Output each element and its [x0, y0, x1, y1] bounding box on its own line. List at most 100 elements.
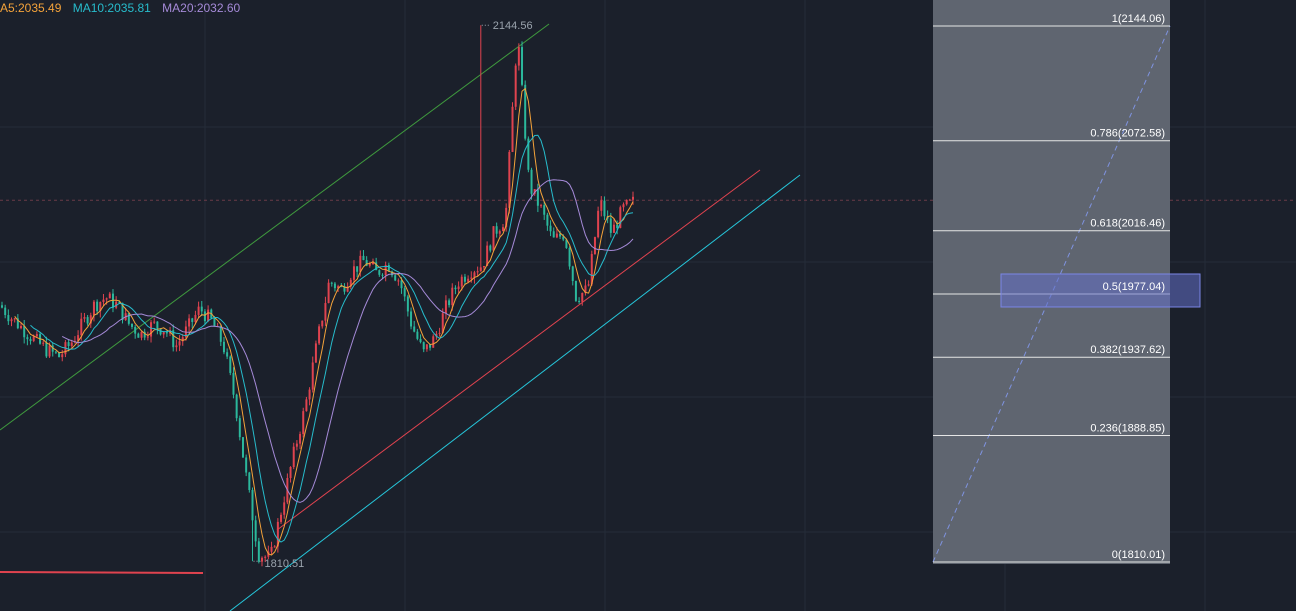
candle-body [600, 200, 603, 211]
candle-body [42, 342, 45, 344]
candle-body [378, 270, 381, 275]
candle-body [172, 330, 175, 348]
candle-body [368, 264, 371, 266]
candle-body [96, 301, 99, 312]
candle-body [238, 418, 241, 438]
candle-body [590, 254, 593, 285]
low-price-label: 1810.51 [264, 558, 304, 570]
candle-body [77, 335, 80, 341]
candle-body [150, 322, 153, 337]
high-price-label: 2144.56 [493, 20, 533, 32]
candle-body [178, 341, 181, 346]
candle-body [444, 300, 447, 314]
candle-body [165, 332, 168, 334]
candle-body [181, 337, 184, 342]
ma5-legend: A5:2035.49 [0, 1, 62, 15]
candle-body [134, 326, 137, 334]
fib-level-label-5: 0.236(1888.85) [1090, 422, 1165, 434]
candle-body [305, 399, 308, 412]
candle-body [80, 318, 83, 336]
candle-body [394, 275, 397, 281]
candle-body [235, 394, 238, 419]
candle-body [203, 311, 206, 322]
candle-body [476, 271, 479, 273]
candle-body [20, 326, 23, 329]
fib-level-label-6: 0(1810.01) [1112, 549, 1165, 561]
candle-body [292, 446, 295, 467]
candles [1, 25, 634, 567]
candle-body [213, 318, 216, 327]
candle-body [299, 434, 302, 444]
candle-body [514, 65, 517, 107]
candle-body [486, 245, 489, 267]
candle-body [318, 326, 321, 344]
candle-body [524, 84, 527, 139]
candle-body [559, 233, 562, 237]
candle-body [70, 342, 73, 347]
candle-body [143, 331, 146, 338]
candle-body [232, 372, 235, 395]
candle-body [321, 320, 324, 327]
candle-body [400, 280, 403, 289]
candle-body [115, 301, 118, 308]
candle-body [451, 287, 454, 306]
fib-level-label-2: 0.618(2016.46) [1090, 218, 1165, 230]
candle-body [403, 288, 406, 297]
candle-body [197, 306, 200, 315]
candle-body [616, 224, 619, 228]
candle-body [473, 272, 476, 278]
candle-body [511, 106, 514, 152]
candle-body [432, 336, 435, 348]
candle-body [54, 351, 57, 353]
candle-body [571, 266, 574, 282]
candle-body [581, 292, 584, 302]
candle-body [387, 264, 390, 272]
candle-body [612, 224, 615, 233]
candle-body [102, 299, 105, 302]
candle-body [261, 557, 264, 562]
ma10-line [30, 134, 634, 543]
candle-body [289, 466, 292, 478]
candle-body [365, 260, 368, 266]
candle-body [337, 286, 340, 289]
candle-body [131, 323, 134, 327]
candle-body [470, 277, 473, 279]
candle-body [35, 334, 38, 337]
candle-body [207, 309, 210, 322]
candle-body [479, 267, 482, 272]
ma20-line [61, 179, 634, 503]
candle-body [314, 343, 317, 363]
candle-body [146, 336, 149, 338]
candle-body [333, 283, 336, 289]
candle-body [308, 389, 311, 400]
candle-body [248, 472, 251, 490]
candle-body [121, 302, 124, 321]
candle-body [416, 331, 419, 339]
candle-body [4, 307, 7, 316]
candle-body [574, 281, 577, 301]
ma20-legend: MA20:2032.60 [162, 1, 241, 15]
moving-averages [14, 87, 634, 556]
trend-lines [0, 23, 801, 611]
candle-body [540, 205, 543, 207]
candle-body [356, 266, 359, 272]
candle-body [302, 411, 305, 435]
candle-body [283, 502, 286, 515]
fib-trend-line [932, 25, 1171, 563]
candle-body [391, 271, 394, 276]
candle-body [280, 514, 283, 522]
candle-body [241, 437, 244, 458]
candle-body [1, 305, 3, 308]
candle-body [188, 318, 191, 327]
candle-body [482, 266, 485, 268]
candle-body [327, 282, 330, 304]
candle-body [527, 138, 530, 170]
candle-body [175, 345, 178, 348]
ma10-legend: MA10:2035.81 [72, 1, 151, 15]
candle-body [381, 274, 384, 276]
candle-body [501, 227, 504, 232]
candle-body [16, 318, 19, 329]
candle-body [425, 344, 428, 350]
fib-level-label-4: 0.382(1937.62) [1090, 344, 1165, 356]
candle-body [441, 313, 444, 333]
